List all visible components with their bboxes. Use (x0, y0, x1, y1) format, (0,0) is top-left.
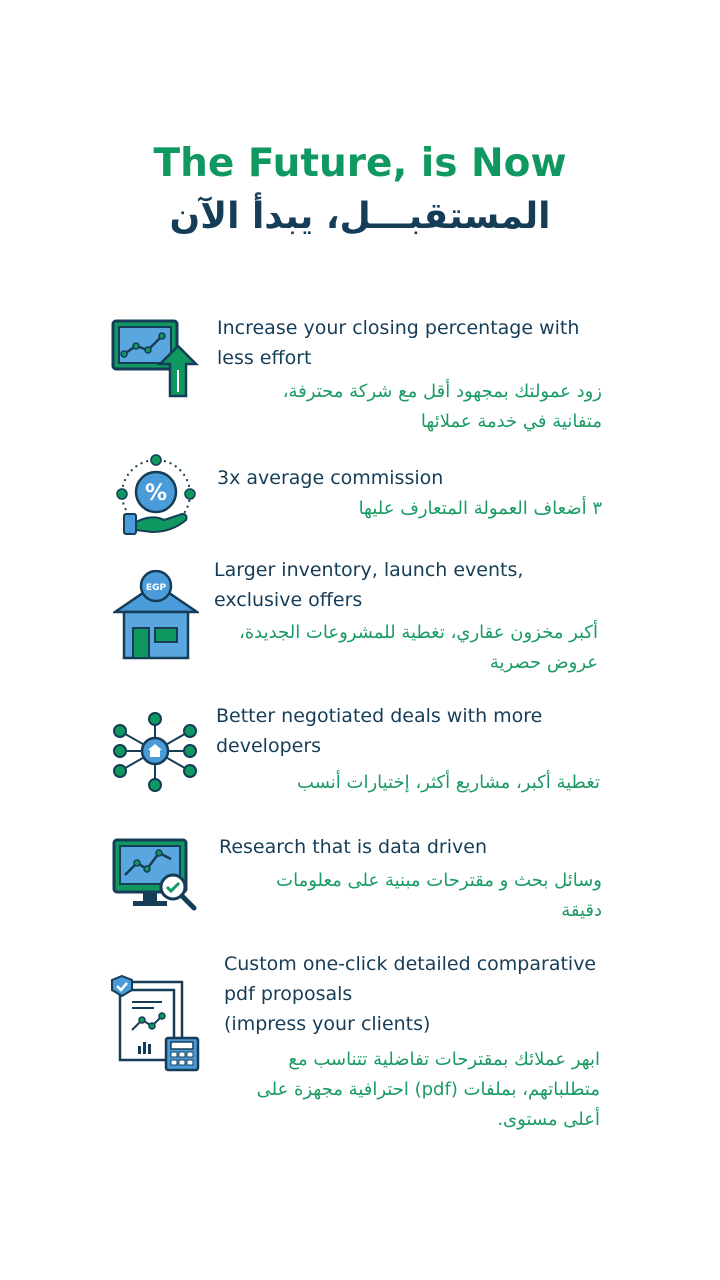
percent-hand-icon: % (112, 454, 202, 538)
feature-proposals-ar: ابهر عملائك بمقترحات تفاضلية تتناسب مع م… (256, 1049, 600, 1130)
feature-developers-ar: تغطية أكبر، مشاريع أكثر، إختيارات أنسب (297, 772, 600, 793)
feature-inventory-ar: أكبر مخزون عقاري، تغطية للمشروعات الجديد… (238, 622, 598, 673)
monitor-research-icon (111, 837, 199, 913)
feature-closing-ar: زود عمولتك بمجهود أقل مع شركة محترفة، مت… (282, 381, 602, 432)
network-house-icon (112, 711, 198, 793)
page-title-ar: المستقبـــل، يبدأ الآن (169, 196, 551, 237)
house-egp-icon: EGP (113, 570, 199, 662)
page-title-en: The Future, is Now (153, 141, 567, 186)
feature-commission-en: 3x average commission (217, 467, 444, 489)
feature-research-ar: وسائل بحث و مقترحات مبنية على معلومات دق… (276, 870, 602, 921)
feature-research-en: Research that is data driven (219, 836, 487, 858)
feature-closing-en: Increase your closing percentage with le… (217, 317, 580, 369)
feature-developers-en: Better negotiated deals with more develo… (216, 705, 543, 757)
feature-inventory-en: Larger inventory, launch events, exclusi… (214, 559, 524, 611)
feature-proposals-en: Custom one-click detailed comparative pd… (224, 953, 597, 1035)
chart-growth-icon (110, 318, 200, 402)
pdf-report-icon (110, 974, 202, 1074)
feature-commission-ar: ٣ أضعاف العمولة المتعارف عليها (358, 498, 602, 519)
page-header: The Future, is Now المستقبـــل، يبدأ الآ… (0, 138, 720, 242)
svg-text:%: % (145, 481, 167, 506)
svg-text:EGP: EGP (146, 583, 167, 593)
